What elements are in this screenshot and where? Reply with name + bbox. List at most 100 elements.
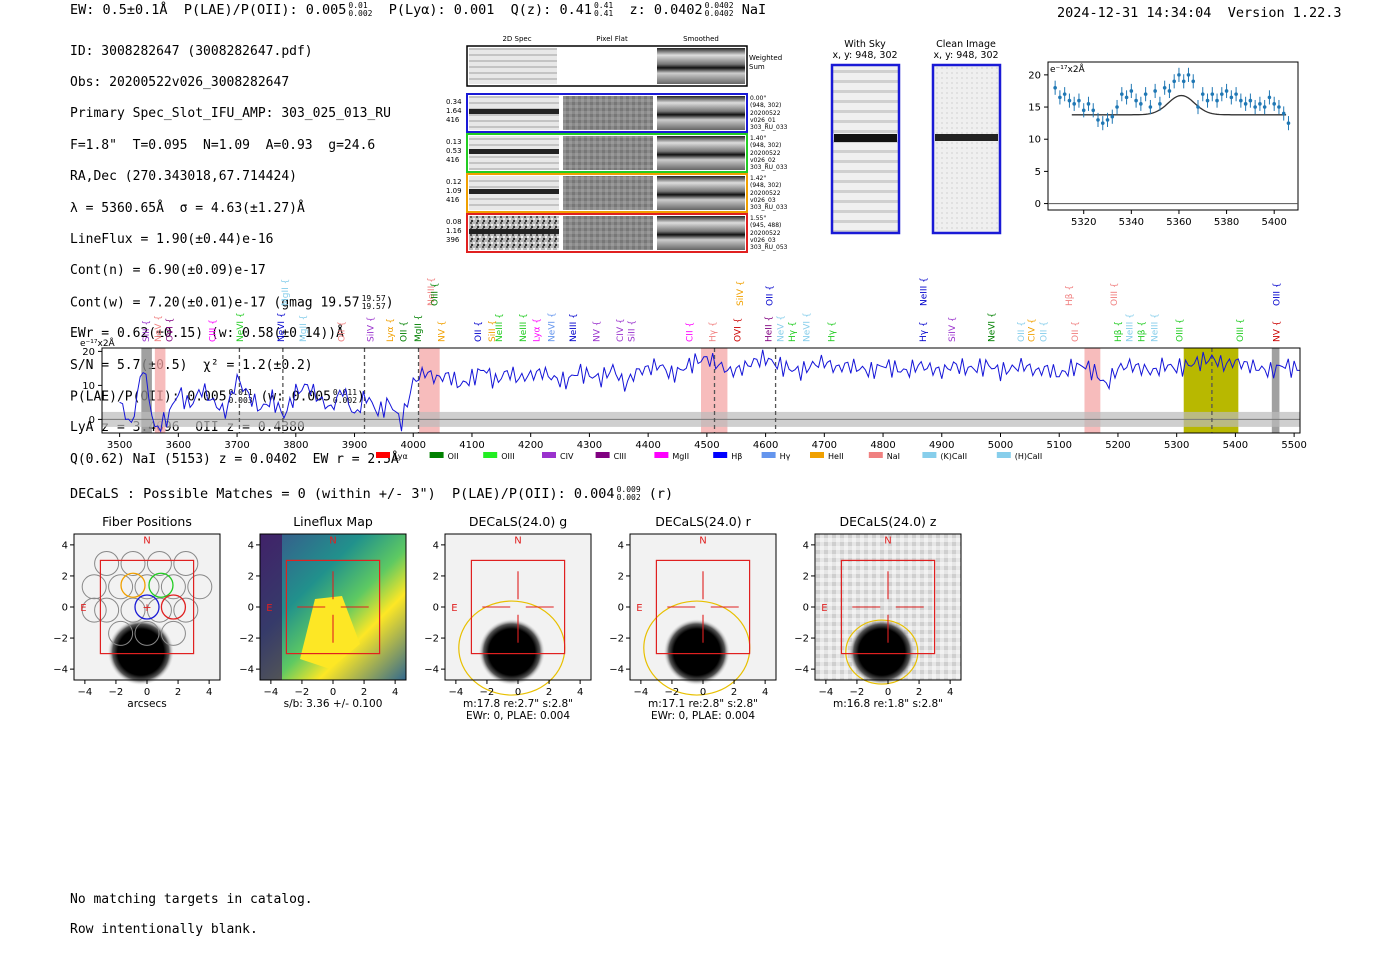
lineflux-peak [300, 596, 360, 669]
spectrum-xtick-label: 3700 [224, 440, 249, 451]
compass-east: E [636, 603, 642, 614]
zoom-data-point [1058, 95, 1062, 100]
panel-ytick-label: −2 [609, 634, 624, 645]
plae-hi: 0.01 [348, 1, 368, 10]
zoom-data-point [1224, 89, 1229, 93]
qz-lo: 0.41 [593, 9, 614, 18]
panel-ytick-label: 0 [248, 603, 254, 614]
fiber-highlight [148, 572, 174, 598]
timestamp: 2024-12-31 14:34:04 [1057, 5, 1212, 21]
fiber-circle [94, 597, 120, 623]
legend-swatch [595, 452, 610, 458]
panel-xtick-label: −2 [665, 687, 680, 698]
spectrum-xtick-label: 3600 [166, 440, 191, 451]
zoom-xtick-label: 5380 [1214, 217, 1239, 228]
panel-xtick-label: 4 [947, 687, 953, 698]
zoom-data-point [1081, 108, 1086, 113]
legend-label: MgII [672, 452, 689, 461]
zoom-data-point [1124, 95, 1129, 100]
zoom-data-point [1277, 105, 1281, 109]
spectrum-line-label: Hγ { [709, 321, 719, 342]
spectrum-ytick-label: 10 [82, 381, 95, 392]
lineflux-left-band [260, 534, 282, 680]
cutout-smooth [657, 216, 745, 250]
col-smoothed: Smoothed [683, 35, 719, 43]
panel-caption-2: EWr: 0, PLAE: 0.004 [466, 710, 570, 722]
fiber-circle [134, 620, 160, 646]
zoom-ytick-label: 20 [1028, 70, 1041, 81]
legend-swatch [868, 452, 883, 458]
spectrum-upper-line-label: NeIII { [427, 277, 437, 306]
spectrum-ylabel: e⁻¹⁷x2Å [80, 337, 116, 349]
zoom-model-curve [1071, 94, 1287, 116]
panel-xtick-label: 4 [206, 687, 212, 698]
spectrum-xtick-label: 4300 [577, 440, 602, 451]
spectrum-line-label: OIII { [1176, 318, 1186, 342]
panel-title: Fiber Positions [102, 514, 192, 529]
footer-line-1: No matching targets in catalog. [70, 892, 313, 907]
spectrum-axes-frame [101, 347, 1301, 434]
legend-swatch [654, 452, 669, 458]
panel-ytick-label: 4 [803, 540, 809, 551]
z-hi: 0.0402 [704, 1, 734, 10]
zoom-data-point [1105, 118, 1110, 122]
spectrum-upper-line-label: Hβ { [1065, 285, 1075, 306]
col-pixel-flat: Pixel Flat [596, 35, 628, 43]
cutout-v2: 0.53 [446, 147, 462, 155]
zoom-data-point [1196, 105, 1200, 109]
panel-ytick-label: 4 [248, 540, 254, 551]
decals-panels: Fiber Positions + N E −4 −2 0 2 4 4 2 0 −2 −4 arcsecs L… [53, 514, 962, 722]
panel-xtick-label: 4 [392, 687, 398, 698]
clean-title: Clean Image [936, 39, 996, 50]
info-ewr: EWr = 0.62(±0.15) (w: 0.58(±0.14))Å [70, 326, 344, 342]
spectrum-line-label: OVI { [166, 318, 176, 342]
panel-ytick-label: 0 [433, 603, 439, 614]
source-blob [107, 619, 174, 686]
legend-swatch [483, 452, 498, 458]
panel-title: DECaLS(24.0) g [469, 514, 567, 529]
spectrum-shade-gray [141, 348, 152, 433]
spectrum-line-label: Hβ { [1114, 321, 1124, 342]
spectrum-xtick-label: 4700 [812, 440, 837, 451]
cutout-shot: v026_01 [750, 117, 776, 124]
spectrum-upper-line-label: MgII { [281, 279, 291, 306]
spectrum-line-label: NeIII { [495, 313, 505, 342]
spectrum-xtick-label: 4600 [753, 440, 778, 451]
zoom-data-point [1158, 102, 1162, 106]
panel-ytick-label: 2 [803, 571, 809, 582]
legend-swatch [429, 452, 444, 458]
spectrum-xtick-label: 5000 [988, 440, 1013, 451]
spectrum-line-label: MgII { [414, 315, 424, 342]
cutout-v2: 1.16 [446, 227, 462, 235]
zoom-data-point [1200, 92, 1205, 96]
cutout-xy: (948, 302) [750, 102, 781, 109]
zoom-xtick-label: 5400 [1261, 217, 1286, 228]
cutout-trace [469, 229, 559, 234]
zoom-data-point [1086, 102, 1091, 106]
spectrum-line-label: NV { [592, 321, 602, 342]
source-blob [848, 619, 915, 686]
spectrum-xtick-label: 4500 [694, 440, 719, 451]
compass-north: N [143, 535, 150, 546]
weighted-label-2: Sum [749, 63, 765, 71]
zoom-ytick-label: 5 [1035, 167, 1041, 178]
fiber-circle [187, 574, 213, 600]
panel-xtick-label: 2 [175, 687, 181, 698]
zoom-axes-frame [1047, 61, 1299, 211]
compass-north: N [699, 535, 706, 546]
spectrum-xtick-label: 4800 [870, 440, 895, 451]
cutout-trace [469, 109, 559, 114]
panel-ytick-label: 4 [433, 540, 439, 551]
cutout-dist: 1.40" [750, 135, 766, 142]
info-lambda: λ = 5360.65Å σ = 4.63(±1.27)Å [70, 200, 305, 216]
cutout-v3: 416 [446, 196, 460, 204]
zoom-data-point [1072, 102, 1076, 106]
line-name: NaI [741, 2, 767, 18]
zoom-data-point [1167, 89, 1172, 93]
spectrum-line-label: NeV { [776, 315, 786, 342]
search-box [470, 559, 566, 655]
fiber-circle [81, 597, 107, 623]
panel-title: DECaLS(24.0) r [655, 514, 751, 529]
panel-xtick-label: 4 [577, 687, 583, 698]
info-plae-hi: 0.011 [228, 388, 253, 397]
